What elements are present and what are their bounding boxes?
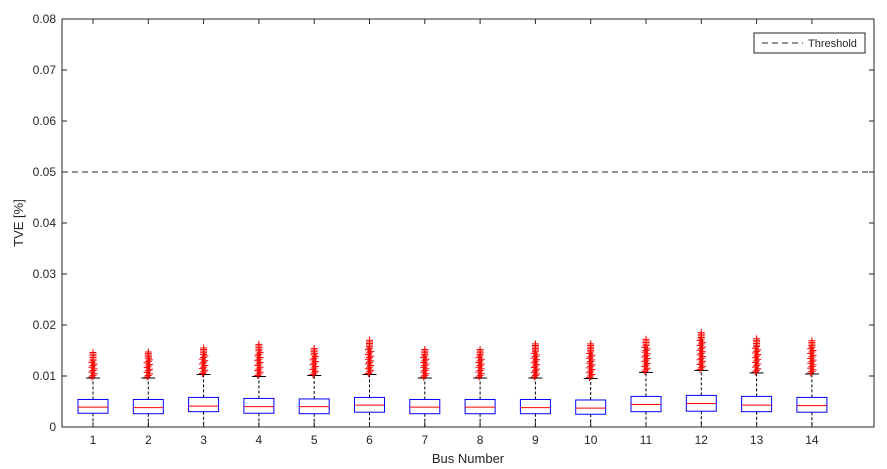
box-group-14 (796, 337, 828, 428)
outlier-point (696, 337, 704, 345)
axes: 00.010.020.030.040.050.060.070.081 2 3 4 5 6 7… (33, 12, 875, 447)
outlier-point (200, 344, 208, 352)
x-tick-label: 4 (256, 433, 263, 447)
outliers (641, 335, 651, 375)
box-group-3 (188, 344, 220, 428)
box-group-9 (519, 340, 551, 428)
outliers (420, 345, 430, 381)
outlier-point (753, 335, 761, 343)
x-tick-label: 14 (805, 433, 819, 447)
outlier-point (586, 349, 593, 357)
box-group-10 (575, 340, 607, 428)
outlier-point (751, 344, 759, 352)
x-tick-label: 3 (200, 433, 207, 447)
outlier-point (807, 345, 815, 353)
box-iqr (519, 398, 551, 415)
box-iqr (77, 398, 109, 414)
legend: Threshold (753, 32, 866, 54)
outlier-point (311, 353, 319, 361)
y-tick-label: 0.05 (33, 165, 57, 179)
x-tick-label: 7 (421, 433, 428, 447)
x-tick-label: 5 (311, 433, 318, 447)
y-tick-label: 0.01 (33, 369, 57, 383)
x-tick-label: 8 (477, 433, 484, 447)
chart-marks (77, 329, 828, 428)
box-iqr (796, 396, 828, 413)
outlier-point (420, 354, 428, 362)
outlier-point (642, 335, 650, 343)
outliers (751, 335, 762, 376)
outliers (143, 348, 153, 381)
y-tick-label: 0.02 (33, 318, 57, 332)
box-group-6 (354, 336, 385, 428)
outliers (198, 344, 209, 377)
x-tick-label: 12 (695, 433, 709, 447)
box-iqr (741, 395, 773, 413)
outlier-point (530, 349, 538, 357)
box-group-13 (741, 335, 773, 428)
x-tick-label: 9 (532, 433, 539, 447)
outlier-point (201, 352, 209, 360)
x-tick-label: 11 (640, 433, 653, 447)
box-iqr (630, 395, 662, 413)
x-tick-label: 1 (90, 433, 97, 447)
outlier-point (475, 354, 483, 362)
y-tick-label: 0.07 (33, 63, 57, 77)
x-tick-label: 13 (750, 433, 764, 447)
outliers (254, 340, 264, 379)
outliers (475, 345, 485, 381)
box-iqr (464, 398, 496, 415)
y-tick-label: 0.04 (33, 216, 57, 230)
outlier-point (310, 344, 318, 352)
box-iqr (132, 398, 164, 415)
outlier-point (808, 337, 816, 345)
box-group-1 (77, 349, 109, 428)
y-tick-label: 0.08 (33, 12, 57, 26)
x-axis-label: Bus Number (432, 451, 505, 466)
box-iqr (575, 399, 607, 415)
outliers (586, 340, 596, 382)
outlier-point (531, 340, 539, 348)
outlier-point (697, 329, 705, 337)
box-iqr (243, 397, 275, 414)
outlier-point (88, 358, 96, 366)
outliers (364, 336, 375, 377)
plot-area (62, 19, 874, 427)
x-tick-label: 6 (366, 433, 373, 447)
outliers (807, 337, 817, 377)
outlier-point (364, 346, 372, 354)
y-tick-label: 0.06 (33, 114, 57, 128)
outlier-point (476, 345, 484, 353)
y-tick-label: 0 (49, 420, 56, 434)
outlier-point (641, 343, 649, 351)
outlier-point (421, 345, 429, 353)
outliers (696, 329, 706, 373)
y-axis-label: TVE [%] (11, 199, 26, 247)
outlier-point (146, 356, 153, 364)
outlier-point (366, 336, 373, 344)
box-group-4 (243, 340, 275, 428)
legend-threshold-label: Threshold (808, 38, 857, 50)
outlier-point (144, 348, 152, 356)
outliers (309, 344, 319, 378)
box-group-12 (685, 329, 717, 428)
x-tick-label: 2 (145, 433, 152, 447)
box-iqr (409, 398, 441, 415)
x-tick-label: 10 (584, 433, 598, 447)
outlier-point (587, 340, 595, 348)
box-iqr (188, 396, 220, 413)
outliers (88, 349, 98, 381)
y-tick-label: 0.03 (33, 267, 57, 281)
outlier-point (89, 349, 97, 357)
outlier-point (255, 340, 263, 348)
legend-box (753, 32, 866, 54)
outliers (530, 340, 541, 381)
outlier-point (256, 349, 264, 357)
